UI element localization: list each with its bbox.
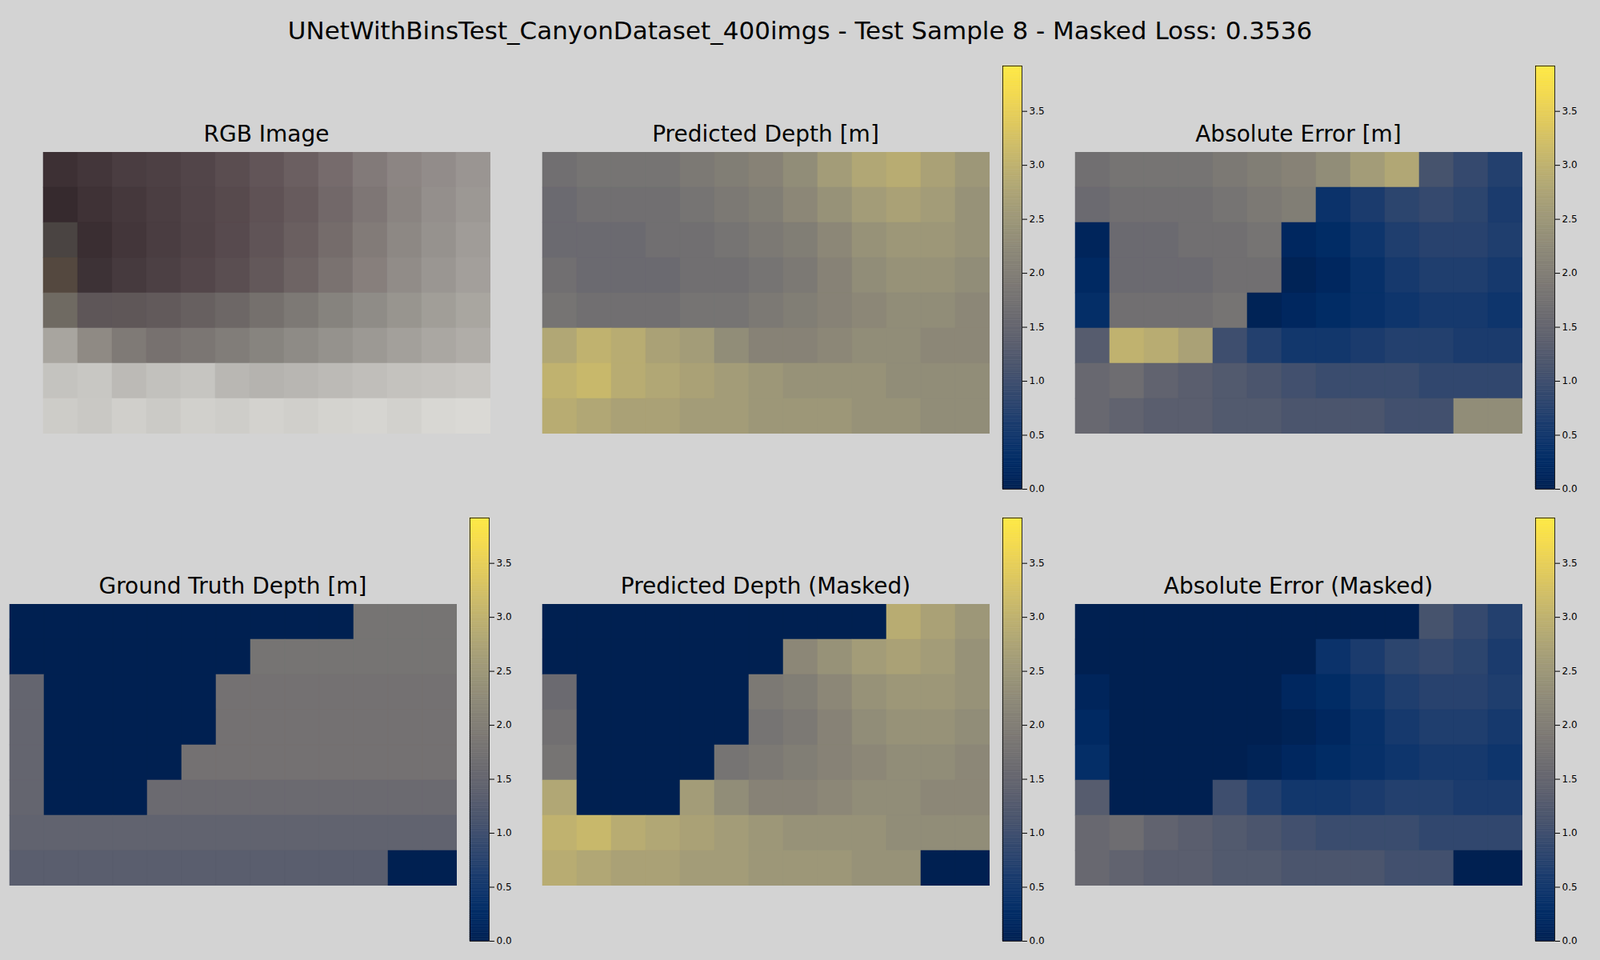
svg-text:1.5: 1.5 (496, 773, 512, 785)
svg-text:3.5: 3.5 (1562, 105, 1578, 117)
svg-text:2.0: 2.0 (1029, 267, 1045, 279)
html-text:UNetWithBinsTest_CanyonDataset: UNetWithBinsTest_CanyonDataset_400imgs -… (287, 16, 1313, 45)
svg-text:3.0: 3.0 (1562, 159, 1578, 171)
svg-text:3.5: 3.5 (1029, 105, 1045, 117)
svg-text:2.0: 2.0 (1029, 719, 1045, 731)
svg-text:0.5: 0.5 (1562, 881, 1578, 893)
svg-text:3.5: 3.5 (1029, 557, 1045, 569)
svg-text:1.0: 1.0 (1562, 375, 1578, 387)
html-text:RGB Image: RGB Image (203, 120, 330, 148)
html-text:Predicted Depth [m]: Predicted Depth [m] (652, 120, 880, 148)
svg-text:3.0: 3.0 (1029, 159, 1045, 171)
svg-text:2.5: 2.5 (1029, 213, 1045, 225)
svg-text:3.0: 3.0 (496, 611, 512, 623)
html-text:Absolute Error [m]: Absolute Error [m] (1195, 120, 1402, 148)
svg-text:0.5: 0.5 (1562, 429, 1578, 441)
svg-text:1.5: 1.5 (1562, 773, 1578, 785)
svg-text:2.0: 2.0 (1562, 719, 1578, 731)
html-text:Absolute Error (Masked): Absolute Error (Masked) (1163, 572, 1433, 600)
svg-text:3.5: 3.5 (1562, 557, 1578, 569)
svg-text:0.5: 0.5 (1029, 429, 1045, 441)
svg-text:1.5: 1.5 (1562, 321, 1578, 333)
svg-text:2.5: 2.5 (1562, 213, 1578, 225)
svg-text:0.0: 0.0 (1562, 483, 1578, 495)
svg-text:3.0: 3.0 (1029, 611, 1045, 623)
svg-text:1.5: 1.5 (1029, 773, 1045, 785)
svg-text:0.0: 0.0 (1029, 483, 1045, 495)
html-text:Ground Truth Depth [m]: Ground Truth Depth [m] (98, 572, 367, 600)
svg-text:1.0: 1.0 (496, 827, 512, 839)
svg-text:1.5: 1.5 (1029, 321, 1045, 333)
svg-text:3.5: 3.5 (496, 557, 512, 569)
html-text:Predicted Depth (Masked): Predicted Depth (Masked) (620, 572, 911, 600)
svg-text:0.5: 0.5 (496, 881, 512, 893)
svg-text:1.0: 1.0 (1029, 827, 1045, 839)
svg-text:1.0: 1.0 (1029, 375, 1045, 387)
svg-text:2.0: 2.0 (1562, 267, 1578, 279)
svg-text:1.0: 1.0 (1562, 827, 1578, 839)
svg-text:0.0: 0.0 (496, 935, 512, 947)
svg-text:2.5: 2.5 (496, 665, 512, 677)
svg-text:0.0: 0.0 (1029, 935, 1045, 947)
svg-text:2.0: 2.0 (496, 719, 512, 731)
svg-text:2.5: 2.5 (1562, 665, 1578, 677)
svg-text:3.0: 3.0 (1562, 611, 1578, 623)
svg-text:2.5: 2.5 (1029, 665, 1045, 677)
svg-text:0.5: 0.5 (1029, 881, 1045, 893)
svg-text:0.0: 0.0 (1562, 935, 1578, 947)
